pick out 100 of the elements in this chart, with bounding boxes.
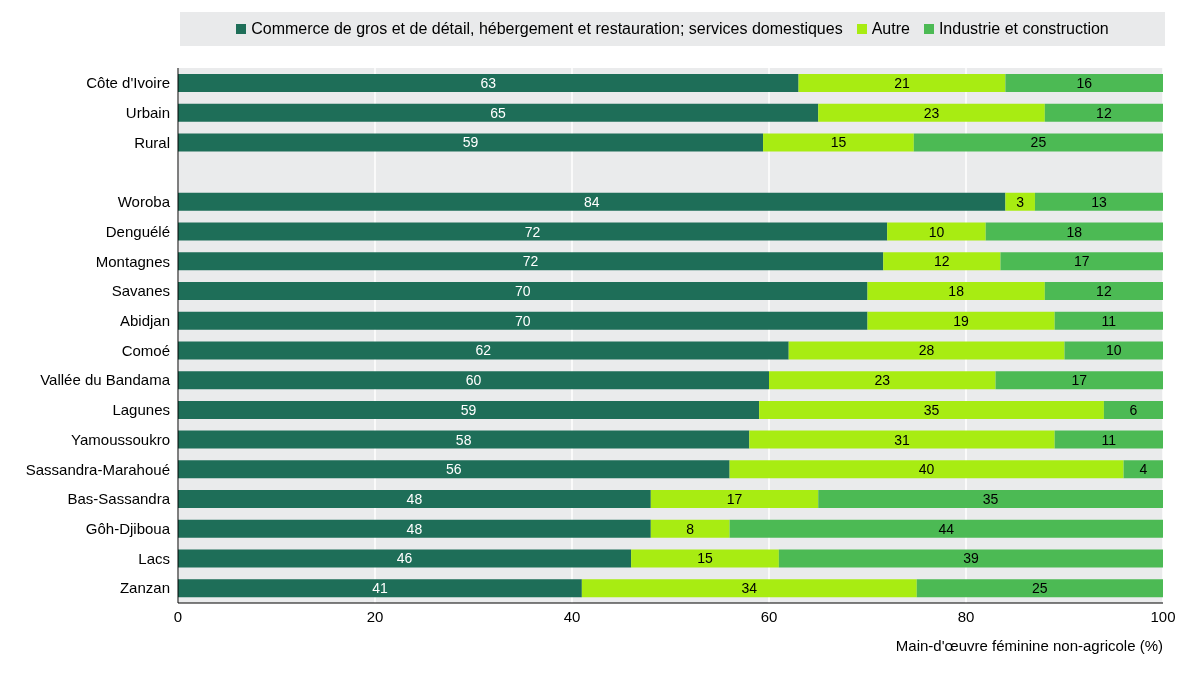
bar — [178, 460, 730, 479]
x-tick-label: 0 — [173, 607, 183, 625]
data-label: 35 — [982, 491, 999, 508]
y-tick-label: Rural — [134, 133, 170, 151]
bar — [1064, 341, 1163, 360]
x-tick-label: 60 — [760, 607, 778, 625]
data-label: 19 — [953, 312, 970, 329]
bar — [759, 400, 1104, 419]
bar — [883, 252, 1001, 271]
data-label: 58 — [455, 431, 472, 448]
bar — [178, 222, 888, 241]
bar — [913, 133, 1163, 152]
data-label: 62 — [475, 342, 492, 359]
data-label: 34 — [741, 580, 758, 597]
bar — [1005, 192, 1035, 211]
data-label: 15 — [830, 134, 847, 151]
data-label: 65 — [490, 104, 507, 121]
data-label: 23 — [923, 104, 940, 121]
bar — [798, 73, 1006, 92]
bar — [1005, 73, 1163, 92]
bar — [178, 192, 1006, 211]
bar — [916, 579, 1163, 598]
bar — [650, 490, 819, 509]
bar — [178, 311, 868, 330]
data-label: 11 — [1101, 431, 1117, 448]
bar — [749, 430, 1055, 449]
bar — [178, 133, 764, 152]
y-tick-label: Yamoussoukro — [71, 430, 170, 448]
y-tick-label: Denguélé — [105, 222, 170, 240]
data-label: 72 — [524, 223, 541, 240]
legend-label: Autre — [871, 20, 910, 38]
bar — [178, 73, 799, 92]
data-label: 4 — [1139, 461, 1148, 478]
data-label: 48 — [406, 520, 423, 537]
y-tick-label: Abidjan — [119, 311, 170, 329]
bar — [178, 490, 651, 509]
y-tick-label: Côte d'Ivoire — [86, 74, 170, 92]
data-label: 17 — [1073, 253, 1090, 270]
y-tick-label: Urbain — [125, 103, 170, 121]
bar — [867, 282, 1045, 300]
data-label: 59 — [462, 134, 479, 151]
bar — [1054, 430, 1163, 449]
data-label: 48 — [406, 491, 423, 508]
bar — [818, 103, 1045, 122]
data-label: 15 — [697, 550, 713, 567]
bar — [178, 282, 868, 300]
data-label: 23 — [874, 372, 891, 389]
data-label: 18 — [1066, 223, 1083, 240]
data-label: 31 — [894, 431, 910, 448]
bar — [778, 549, 1163, 568]
data-label: 63 — [480, 74, 497, 91]
data-label: 12 — [934, 253, 950, 270]
data-label: 17 — [726, 491, 743, 508]
data-label: 3 — [1016, 193, 1025, 210]
y-tick-label: Gôh-Djiboua — [85, 520, 171, 538]
data-label: 84 — [583, 193, 600, 210]
x-tick-label: 40 — [563, 607, 581, 625]
data-label: 28 — [918, 342, 935, 359]
data-label: 44 — [938, 520, 955, 537]
data-label: 46 — [396, 550, 413, 567]
bar — [581, 579, 917, 598]
data-label: 25 — [1032, 580, 1048, 597]
data-label: 11 — [1101, 312, 1117, 329]
bar — [985, 222, 1163, 241]
data-label: 18 — [948, 282, 965, 299]
legend-label: Commerce de gros et de détail, hébergement et restauration; services domestiques — [251, 20, 843, 38]
bar — [1054, 311, 1163, 330]
data-label: 39 — [963, 550, 979, 567]
bar — [887, 222, 986, 241]
data-label: 6 — [1129, 401, 1138, 418]
bar — [178, 252, 884, 271]
y-tick-label: Sassandra-Marahoué — [25, 460, 170, 478]
y-tick-label: Vallée du Bandama — [40, 371, 171, 389]
bar — [769, 371, 996, 390]
bar — [1034, 192, 1163, 211]
bar — [1123, 460, 1163, 479]
data-label: 60 — [465, 372, 482, 389]
data-label: 59 — [460, 401, 477, 418]
y-tick-label: Montagnes — [95, 252, 170, 270]
data-label: 35 — [923, 401, 940, 418]
data-label: 12 — [1096, 104, 1112, 121]
bar — [178, 400, 760, 419]
bar — [178, 341, 789, 360]
bar — [818, 490, 1163, 509]
data-label: 10 — [1105, 342, 1122, 359]
data-label: 17 — [1071, 372, 1088, 389]
data-label: 13 — [1091, 193, 1107, 210]
bar — [631, 549, 779, 568]
x-tick-label: 20 — [366, 607, 384, 625]
bar — [729, 460, 1124, 479]
data-label: 25 — [1030, 134, 1047, 151]
data-label: 70 — [514, 282, 531, 299]
data-label: 21 — [894, 74, 910, 91]
y-tick-label: Woroba — [117, 193, 171, 211]
data-label: 41 — [372, 580, 388, 597]
data-label: 70 — [514, 312, 531, 329]
data-label: 16 — [1076, 74, 1093, 91]
data-label: 40 — [918, 461, 935, 478]
y-tick-label: Comoé — [121, 341, 170, 359]
bar — [729, 519, 1163, 538]
